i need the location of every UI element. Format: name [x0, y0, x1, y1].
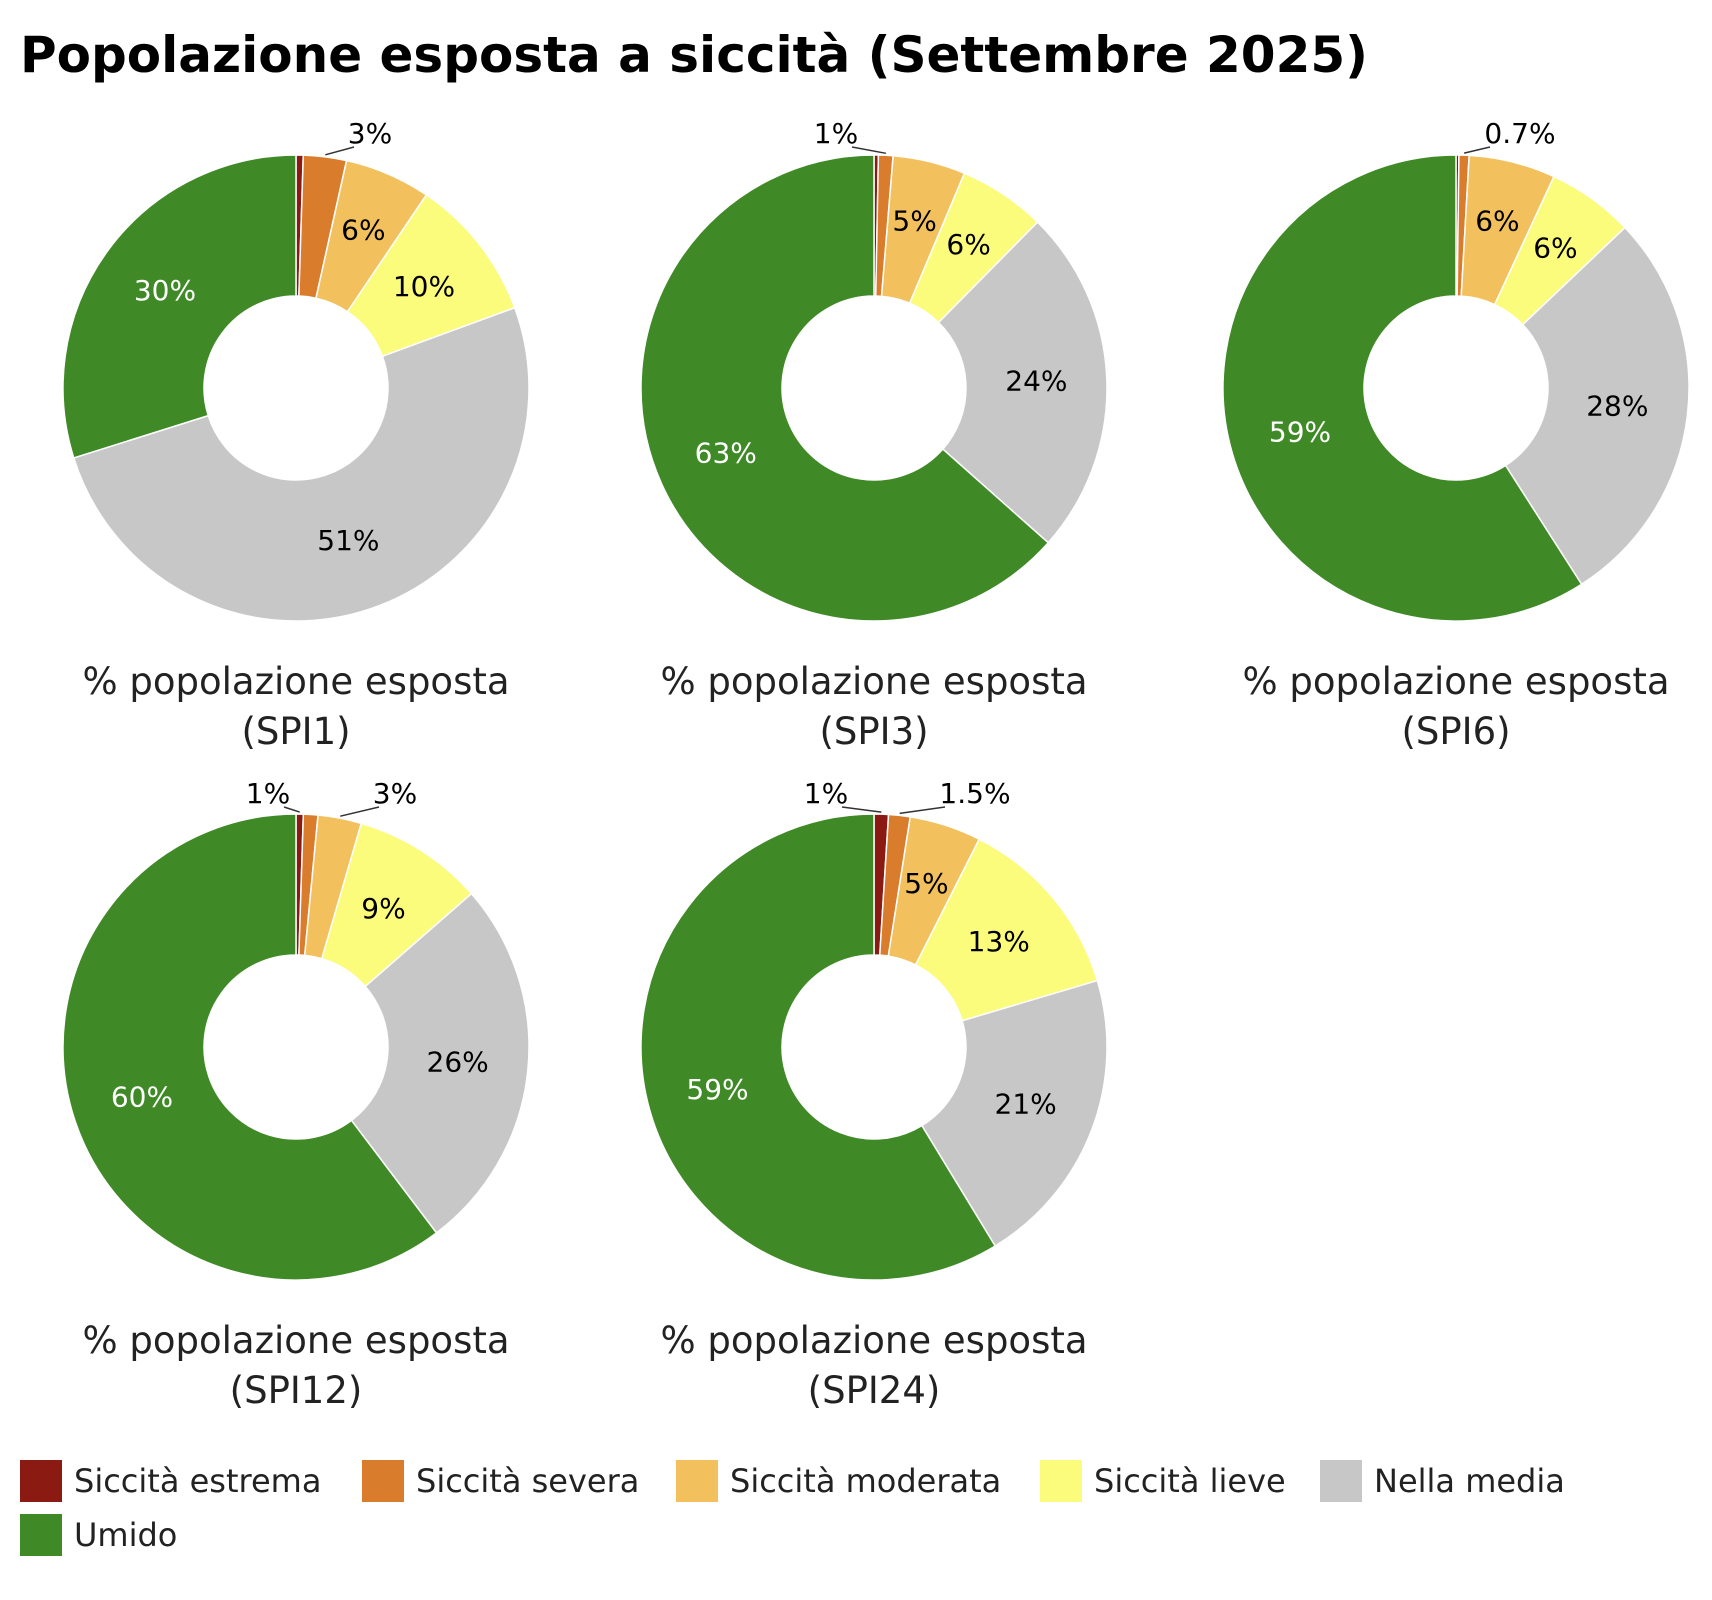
chart-caption-line1: % popolazione esposta: [660, 1319, 1087, 1362]
legend-item: Siccità moderata: [676, 1460, 1001, 1502]
slice-label: 59%: [1269, 416, 1331, 449]
legend-item: Siccità estrema: [20, 1460, 321, 1502]
slice-label: 6%: [946, 228, 990, 261]
donuts-layer: 3%6%10%51%30%% popolazione esposta(SPI1)…: [62, 117, 1690, 1412]
slice-label: 1%: [814, 117, 858, 150]
slice-umido: [640, 813, 997, 1281]
donut-chart-4: 1% 3% 9% 26% 60% % popolazione esposta (SPI12): [62, 777, 530, 1412]
legend-swatch: [676, 1460, 718, 1502]
chart-caption-line1: % popolazione esposta: [660, 660, 1087, 703]
slice-umido: [62, 813, 438, 1281]
chart-caption-line1: % popolazione esposta: [82, 1319, 509, 1362]
chart-caption-line2: (SPI3): [819, 710, 928, 753]
legend-swatch: [1040, 1460, 1082, 1502]
chart-caption-line2: (SPI24): [808, 1369, 941, 1412]
slice-label: 6%: [341, 213, 385, 246]
legend-swatch: [20, 1460, 62, 1502]
chart-title: Popolazione esposta a siccità (Settembre…: [20, 26, 1368, 84]
chart-caption-line2: (SPI6): [1401, 710, 1510, 753]
slice-nella-media: [350, 892, 530, 1234]
chart-caption-line2: (SPI12): [230, 1369, 363, 1412]
legend-label: Siccità moderata: [730, 1462, 1001, 1500]
slice-siccit-lieve: [914, 838, 1099, 1022]
slice-label: 26%: [427, 1046, 489, 1079]
legend-item: Nella media: [1320, 1460, 1565, 1502]
legend-item: Siccità severa: [362, 1460, 639, 1502]
legend-swatch: [362, 1460, 404, 1502]
slice-label: 3%: [373, 777, 417, 810]
leader-line: [340, 806, 380, 817]
slice-label: 0.7%: [1484, 117, 1555, 150]
legend-label: Siccità lieve: [1094, 1462, 1286, 1500]
legend-swatch: [20, 1514, 62, 1556]
leader-line: [1463, 146, 1491, 154]
legend-label: Siccità severa: [416, 1462, 639, 1500]
slice-label: 1%: [246, 777, 290, 810]
slice-umido: [1222, 154, 1583, 622]
legend-label: Nella media: [1374, 1462, 1565, 1500]
slice-label: 5%: [904, 867, 948, 900]
slice-nella-media: [937, 221, 1108, 544]
legend-item: Umido: [20, 1514, 177, 1556]
slice-label: 51%: [317, 524, 379, 557]
slice-nella-media: [920, 979, 1108, 1248]
slice-label: 21%: [995, 1087, 1057, 1120]
slice-umido: [640, 154, 1050, 622]
chart-caption-line1: % popolazione esposta: [82, 660, 509, 703]
slice-umido: [62, 154, 297, 459]
chart-caption-line2: (SPI1): [241, 710, 350, 753]
legend-item: Siccità lieve: [1040, 1460, 1286, 1502]
slice-label: 1%: [804, 777, 848, 810]
slice-label: 5%: [892, 204, 936, 237]
donut-chart-1: 3% 6%10% 51% 30% % popolazione esposta (SPI1): [62, 117, 530, 753]
donut-chart-2: 1% 5% 6% 24% 63% % popolazione esposta (SPI3): [640, 117, 1108, 753]
leader-line: [841, 806, 882, 813]
donut-chart-5: 1% 1.5% 5% 13% 21% 59% % popolazione esposta (S…: [640, 777, 1108, 1412]
leader-line: [899, 806, 946, 815]
legend: Siccità estrema Siccità severa Siccità mod…: [20, 1460, 1565, 1556]
slice-label: 13%: [968, 925, 1030, 958]
slice-label: 10%: [393, 270, 455, 303]
slice-label: 9%: [361, 892, 405, 925]
leader-line: [325, 146, 355, 156]
slice-label: 30%: [134, 274, 196, 307]
slice-label: 63%: [695, 437, 757, 470]
slice-label: 3%: [348, 117, 392, 150]
slice-label: 6%: [1533, 231, 1577, 264]
slice-label: 28%: [1586, 390, 1648, 423]
legend-label: Umido: [74, 1516, 177, 1554]
slice-label: 24%: [1005, 365, 1067, 398]
slice-nella-media: [1504, 226, 1690, 586]
slice-label: 60%: [111, 1081, 173, 1114]
leader-line: [851, 146, 887, 155]
slice-label: 6%: [1475, 205, 1519, 238]
legend-swatch: [1320, 1460, 1362, 1502]
donut-chart-3: 0.7% 6% 6% 28% 59% % popolazione esposta (SPI6…: [1222, 117, 1690, 753]
chart-caption-line1: % popolazione esposta: [1242, 660, 1669, 703]
slice-label: 59%: [686, 1073, 748, 1106]
slice-nella-media: [72, 306, 530, 622]
legend-label: Siccità estrema: [74, 1462, 321, 1500]
leader-line: [283, 806, 300, 813]
slice-label: 1.5%: [939, 777, 1010, 810]
